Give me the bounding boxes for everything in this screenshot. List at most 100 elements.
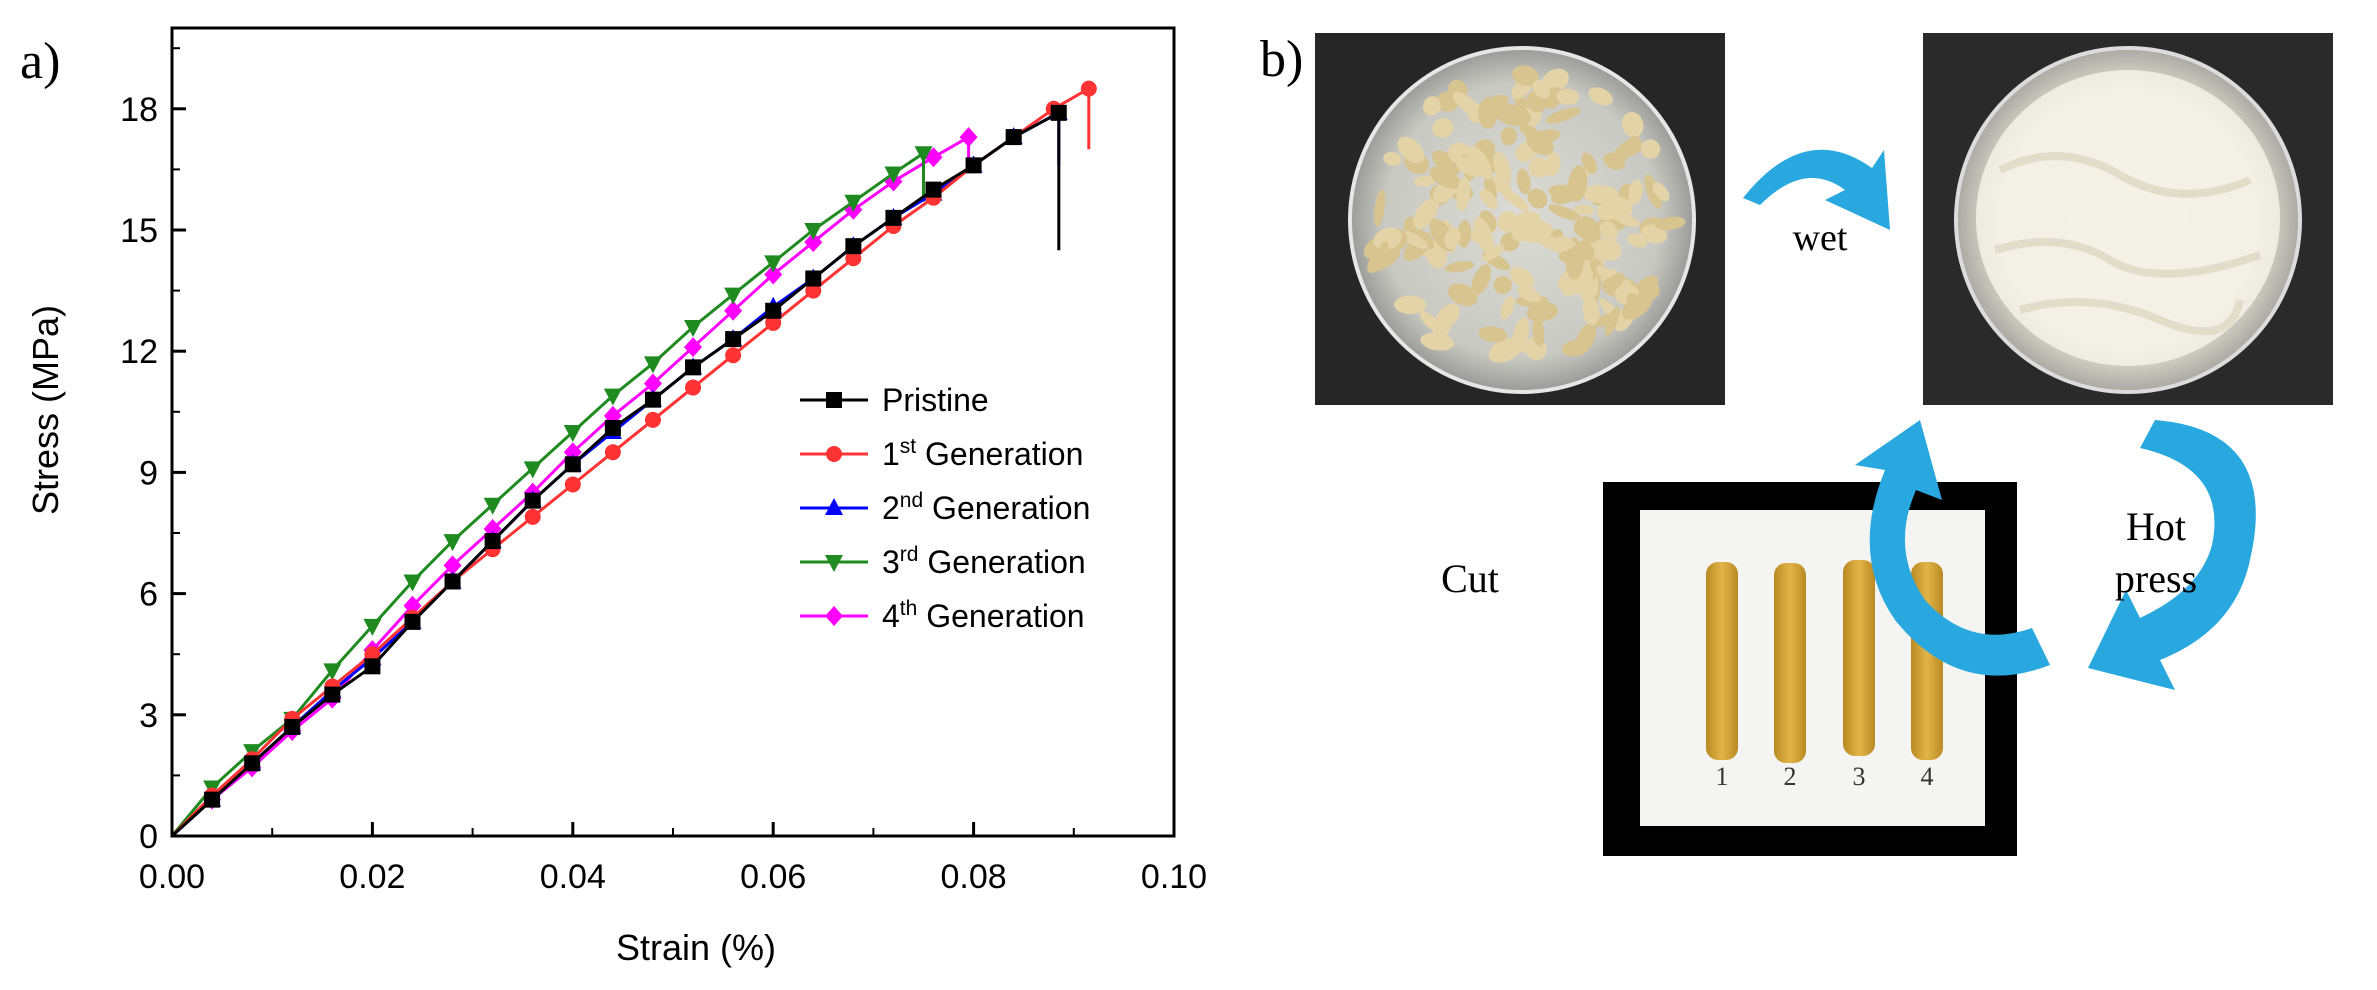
sample-stick-1: [1706, 562, 1738, 760]
flake: [1588, 87, 1613, 106]
flake: [1561, 339, 1590, 357]
sample-stick-2: [1774, 563, 1806, 763]
x-tick-label: 0.00: [139, 858, 205, 896]
step-hot-press-line1: Hot: [2126, 504, 2186, 549]
flake: [1427, 320, 1452, 347]
flake: [1556, 88, 1580, 105]
photo-dry-flakes: [1315, 33, 1725, 405]
flake: [1628, 179, 1644, 205]
data-point-1st: [845, 250, 862, 267]
y-axis-title: Stress (MPa): [25, 305, 66, 515]
series-line-4th: [170, 134, 971, 838]
flake: [1493, 151, 1512, 187]
data-point-3rd: [363, 618, 382, 636]
flake: [1457, 219, 1472, 248]
data-point-3rd: [804, 223, 823, 240]
legend-item-3rd: 3rd Generation: [800, 543, 1086, 580]
flake: [1500, 126, 1517, 146]
data-point-1st: [765, 314, 782, 331]
data-point-pristine: [564, 456, 581, 473]
flake: [1452, 91, 1483, 118]
x-tick-label: 0.04: [540, 858, 606, 896]
y-tick-label: 18: [120, 91, 158, 129]
data-point-1st: [644, 411, 661, 428]
flake: [1478, 97, 1498, 129]
flake: [1479, 189, 1498, 210]
data-point-pristine: [324, 686, 341, 703]
flake: [1432, 118, 1454, 138]
legend: Pristine 1st Generation 2nd Generation 3rd …: [800, 382, 1090, 634]
data-point-pristine: [244, 755, 261, 772]
data-point-1st: [685, 379, 702, 396]
data-point-1st: [725, 347, 742, 364]
data-point-4th: [724, 300, 743, 321]
data-point-4th: [959, 127, 978, 148]
flake: [1413, 175, 1436, 187]
data-point-pristine: [1050, 104, 1067, 121]
sample-number-3: 3: [1853, 762, 1866, 791]
data-point-4th: [684, 337, 703, 358]
flake: [1399, 230, 1429, 249]
y-tick-label: 6: [139, 576, 158, 614]
flake: [1655, 216, 1686, 231]
flake: [1444, 227, 1461, 250]
axes: 0.00 0.02 0.04 0.06 0.08 0.10 0 3 6 9 12 15 18: [120, 26, 1207, 896]
x-tick-label: 0.08: [941, 858, 1007, 896]
data-point-4th: [403, 595, 422, 616]
flake: [1544, 152, 1561, 177]
data-point-pristine: [805, 270, 822, 287]
data-point-3rd: [724, 287, 743, 305]
data-point-4th: [804, 232, 823, 253]
flake: [1456, 176, 1471, 212]
flake: [1574, 204, 1595, 216]
data-point-1st: [805, 282, 822, 299]
flake: [1375, 241, 1389, 272]
plot-frame: [170, 26, 1176, 838]
y-tick-label: 12: [120, 333, 158, 371]
flake: [1481, 244, 1505, 262]
y-tick-label: 3: [139, 697, 158, 735]
flake: [1471, 264, 1492, 296]
series-line-pristine: [170, 110, 1061, 838]
flake: [1515, 211, 1541, 225]
data-point-pristine: [925, 181, 942, 198]
flake: [1444, 261, 1475, 273]
data-point-pristine: [204, 791, 221, 808]
photo-wet-pulp: [1923, 33, 2333, 405]
recycling-diagram: b) 1 2 3 4 wet Hot press Cut: [1260, 31, 2333, 856]
data-point-pristine: [604, 419, 621, 436]
flake: [1517, 285, 1541, 303]
flake: [1383, 151, 1402, 166]
flake: [1532, 316, 1545, 347]
legend-item-pristine: Pristine: [800, 382, 989, 418]
data-point-pristine: [444, 573, 461, 590]
flake: [1500, 187, 1530, 211]
data-point-3rd: [764, 255, 783, 273]
flake: [1621, 112, 1644, 138]
data-point-1st: [564, 476, 581, 493]
flake: [1565, 246, 1584, 280]
stress-strain-chart: a) 0.00 0.02 0.04 0.06 0.08 0.10 0 3 6 9 12 15 18 St…: [20, 26, 1207, 968]
data-point-3rd: [563, 425, 582, 442]
legend-swatch-marker: [826, 446, 842, 462]
flake: [1532, 80, 1551, 99]
data-point-pristine: [364, 658, 381, 675]
data-point-3rd: [403, 574, 422, 592]
flake: [1625, 136, 1642, 156]
photo-pressed-samples: 1 2 3 4: [1603, 482, 2017, 856]
legend-swatch-marker: [825, 606, 843, 626]
data-point-4th: [764, 264, 783, 285]
legend-swatch-marker: [825, 555, 843, 572]
flake: [1414, 229, 1435, 250]
flake: [1494, 104, 1532, 126]
data-point-pristine: [524, 492, 541, 509]
legend-swatch-marker: [825, 498, 843, 515]
flake: [1500, 296, 1515, 320]
flake: [1567, 165, 1588, 202]
legend-label: Pristine: [882, 382, 989, 418]
data-point-pristine: [885, 209, 902, 226]
x-axis-title: Strain (%): [616, 927, 776, 968]
wet-arrow-icon: [1743, 149, 1890, 230]
flake: [1429, 166, 1462, 190]
data-point-1st: [364, 646, 381, 663]
